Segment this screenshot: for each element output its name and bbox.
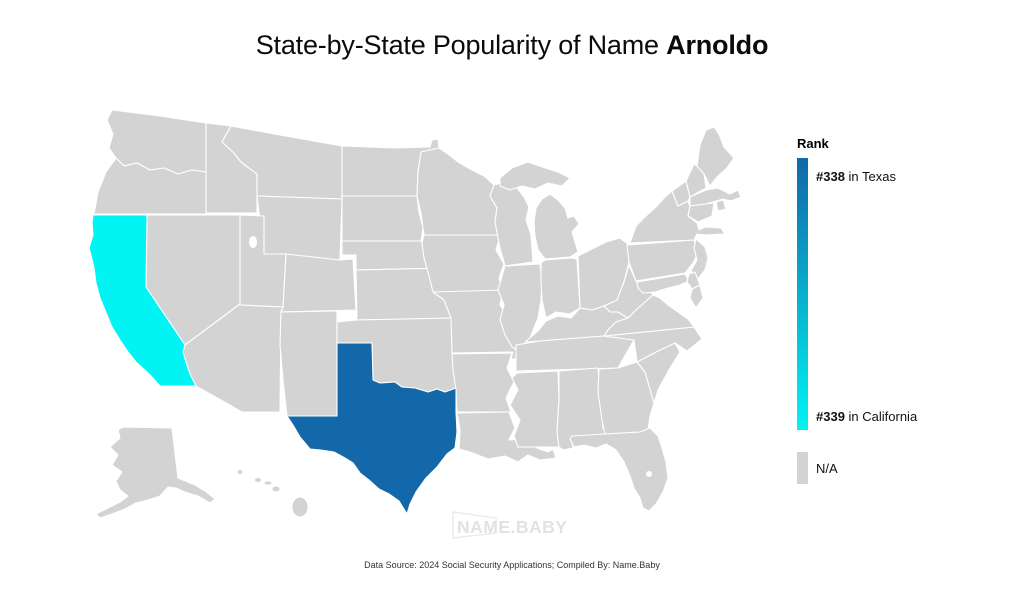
- legend-top-rest: in Texas: [844, 169, 896, 184]
- state-fl: [569, 427, 669, 512]
- state-hi-island: [291, 496, 309, 518]
- title-name: Arnoldo: [666, 30, 769, 60]
- state-nm: [279, 310, 338, 417]
- legend-top-label: #338 in Texas: [816, 169, 896, 184]
- state-hi-island: [271, 485, 281, 493]
- legend-na-swatch: [797, 452, 808, 484]
- state-hi-island: [254, 477, 262, 483]
- state-ms: [509, 370, 560, 448]
- state-la: [456, 411, 557, 463]
- state-mn: [416, 147, 501, 236]
- state-va: [603, 294, 695, 337]
- state-vt: [671, 180, 691, 207]
- state-ga: [597, 361, 655, 436]
- state-sd: [341, 195, 424, 242]
- legend-bottom-rank: #339: [816, 409, 845, 424]
- state-mt: [221, 125, 343, 200]
- source-caption: Data Source: 2024 Social Security Applic…: [364, 560, 660, 570]
- state-tx: [286, 342, 458, 515]
- state-co: [280, 253, 357, 313]
- state-ak: [95, 426, 216, 519]
- state-ia: [421, 234, 505, 293]
- state-hi-island: [236, 469, 244, 475]
- state-ca: [88, 214, 197, 387]
- legend-title: Rank: [797, 136, 829, 151]
- state-md: [636, 273, 690, 294]
- state-ar: [451, 352, 515, 413]
- legend-bottom-label: #339 in California: [816, 409, 917, 424]
- state-delmarva: [689, 284, 704, 309]
- state-wy: [256, 195, 343, 261]
- page-title: State-by-State Popularity of Name Arnold…: [0, 30, 1024, 61]
- state-pa: [626, 239, 700, 282]
- state-or: [93, 157, 207, 215]
- state-me: [696, 126, 735, 187]
- state-hi-island: [263, 480, 273, 486]
- lake: [646, 471, 652, 477]
- legend-bottom-rest: in California: [844, 409, 918, 424]
- state-wi: [489, 181, 534, 267]
- legend-top-rank: #338: [816, 169, 845, 184]
- state-nc: [603, 326, 703, 363]
- state-ct: [687, 202, 715, 223]
- state-mi_up: [499, 161, 571, 191]
- legend-na-label: N/A: [816, 461, 838, 476]
- state-ri: [715, 199, 727, 212]
- watermark-text: NAME.BABY: [457, 517, 567, 537]
- lake: [249, 236, 257, 248]
- title-prefix: State-by-State Popularity of Name: [255, 30, 667, 60]
- watermark-box: [452, 511, 497, 539]
- state-mi_lp: [533, 193, 580, 260]
- legend-gradient-bar: [797, 158, 808, 430]
- state-ind: [540, 257, 581, 319]
